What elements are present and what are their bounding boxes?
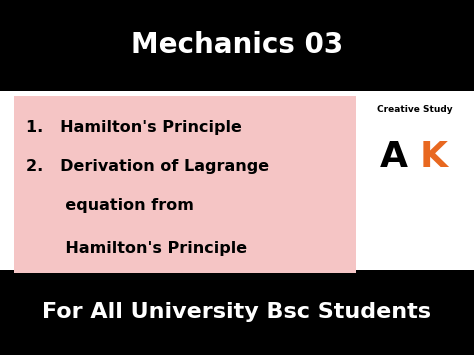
Text: 2.   Derivation of Lagrange: 2. Derivation of Lagrange: [26, 159, 269, 174]
Text: Mechanics 03: Mechanics 03: [131, 31, 343, 59]
Text: Creative Study: Creative Study: [377, 105, 453, 114]
Bar: [14, 96, 356, 273]
Text: For All University Bsc Students: For All University Bsc Students: [43, 302, 431, 322]
Bar: [0, 0, 474, 91]
Text: 1.   Hamilton's Principle: 1. Hamilton's Principle: [26, 120, 242, 135]
Bar: [0, 270, 474, 355]
Text: equation from: equation from: [26, 198, 194, 213]
Text: A: A: [379, 140, 408, 174]
Text: K: K: [419, 140, 448, 174]
Text: Hamilton's Principle: Hamilton's Principle: [26, 241, 247, 256]
